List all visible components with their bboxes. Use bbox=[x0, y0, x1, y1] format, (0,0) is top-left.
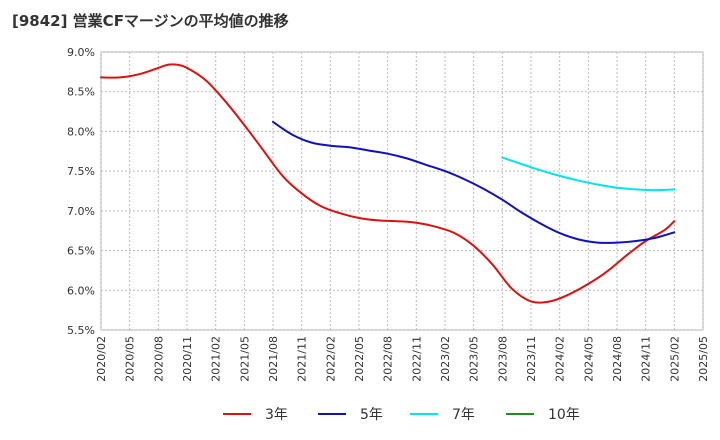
x-tick-label: 2020/02 bbox=[95, 336, 108, 382]
x-tick-label: 2023/02 bbox=[439, 336, 452, 382]
x-tick-label: 2020/08 bbox=[152, 336, 165, 382]
y-tick-label: 6.0% bbox=[67, 284, 95, 297]
x-tick-label: 2023/08 bbox=[496, 336, 509, 382]
plot-area bbox=[100, 51, 704, 331]
legend-label-3: 7年 bbox=[452, 407, 475, 423]
y-tick-label: 9.0% bbox=[67, 46, 95, 59]
x-tick-label: 2020/11 bbox=[181, 336, 194, 382]
x-tick-label: 2022/08 bbox=[382, 336, 395, 382]
x-tick-label: 2022/11 bbox=[410, 336, 423, 382]
legend-label-4: 10年 bbox=[548, 407, 580, 423]
series-line-3 bbox=[501, 156, 676, 192]
x-tick-label: 2022/02 bbox=[324, 336, 337, 382]
x-tick-label: 2021/08 bbox=[267, 336, 280, 382]
x-tick-label: 2024/11 bbox=[640, 336, 653, 382]
y-tick-label: 6.5% bbox=[67, 245, 95, 258]
x-tick-label: 2024/05 bbox=[582, 336, 595, 382]
series-line-2 bbox=[272, 120, 676, 244]
x-tick-label: 2020/05 bbox=[124, 336, 137, 382]
x-tick-label: 2023/05 bbox=[468, 336, 481, 382]
series-line-1 bbox=[100, 63, 676, 304]
legend-label-2: 5年 bbox=[360, 407, 383, 423]
x-tick-label: 2021/02 bbox=[210, 336, 223, 382]
chart-title: [9842] 営業CFマージンの平均値の推移 bbox=[12, 12, 289, 30]
x-tick-label: 2021/11 bbox=[296, 336, 309, 382]
x-tick-label: 2024/08 bbox=[611, 336, 624, 382]
y-tick-label: 5.5% bbox=[67, 324, 95, 337]
y-tick-label: 8.5% bbox=[67, 86, 95, 99]
x-tick-label: 2023/11 bbox=[525, 336, 538, 382]
y-tick-label: 7.0% bbox=[67, 205, 95, 218]
x-tick-label: 2025/02 bbox=[668, 336, 681, 382]
x-tick-label: 2025/05 bbox=[697, 336, 710, 382]
x-tick-label: 2021/05 bbox=[238, 336, 251, 382]
x-tick-label: 2024/02 bbox=[554, 336, 567, 382]
y-tick-label: 8.0% bbox=[67, 125, 95, 138]
x-tick-label: 2022/05 bbox=[353, 336, 366, 382]
y-tick-label: 7.5% bbox=[67, 165, 95, 178]
legend-label-1: 3年 bbox=[265, 407, 288, 423]
